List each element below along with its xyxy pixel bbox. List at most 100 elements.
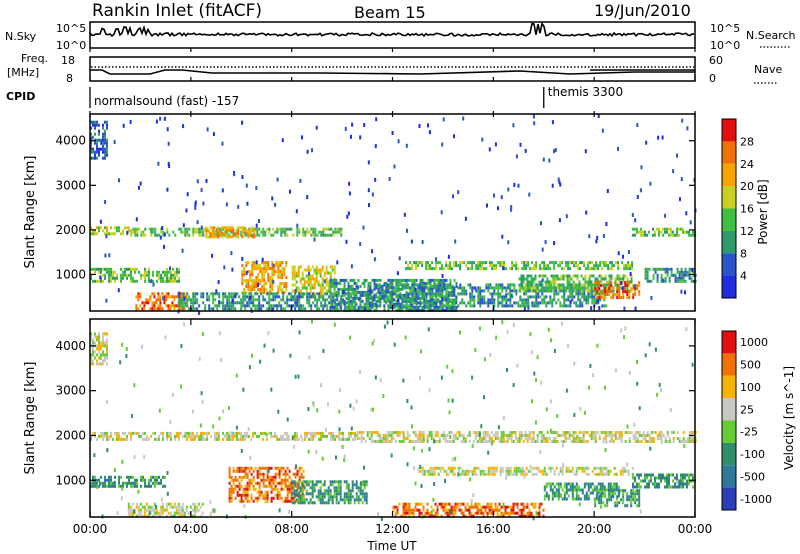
echo-cell: [102, 332, 104, 336]
echo-cell: [692, 279, 695, 283]
echo-cell: [306, 431, 308, 435]
echo-cell: [391, 295, 394, 299]
echo-cell: [259, 270, 262, 274]
echo-cell: [321, 292, 324, 296]
echo-cell: [273, 273, 276, 277]
echo-cell: [459, 292, 462, 296]
echo-cell: [303, 280, 306, 284]
echo-cell: [100, 431, 102, 435]
echo-cell: [313, 280, 316, 284]
echo-cell: [594, 287, 597, 291]
echo-cell: [377, 283, 380, 287]
echo-cell: [298, 298, 301, 302]
echo-cell: [347, 483, 350, 487]
echo-cell: [215, 235, 218, 239]
echo-cell: [547, 301, 550, 305]
echo-cell: [469, 283, 472, 287]
echo-cell: [319, 498, 322, 502]
echo-cell: [210, 307, 213, 311]
echo-cell: [614, 277, 617, 281]
echo-cell: [414, 440, 417, 443]
echo-cell: [403, 283, 406, 287]
echo-cell: [196, 434, 198, 438]
echo-cell: [350, 134, 352, 139]
echo-cell: [221, 141, 224, 146]
echo-cell: [341, 299, 344, 303]
echo-cell: [600, 431, 603, 434]
echo-cell: [193, 502, 196, 506]
echo-cell: [634, 287, 637, 291]
echo-cell: [90, 481, 92, 485]
echo-cell: [479, 295, 482, 299]
echo-cell: [517, 267, 520, 271]
echo-cell: [171, 514, 174, 518]
echo-cell: [508, 431, 511, 434]
echo-cell: [264, 230, 267, 234]
echo-cell: [274, 298, 277, 302]
echo-cell: [329, 483, 332, 487]
echo-cell: [151, 514, 154, 518]
echo-cell: [161, 511, 164, 515]
echo-cell: [518, 437, 521, 440]
echo-cell: [126, 267, 128, 271]
echo-cell: [560, 440, 563, 443]
echo-cell: [307, 268, 310, 272]
echo-cell: [263, 267, 266, 271]
echo-cell: [601, 261, 604, 265]
echo-cell: [399, 287, 402, 291]
echo-cell: [290, 490, 293, 494]
echo-cell: [343, 284, 346, 288]
echo-cell: [255, 186, 258, 190]
echo-cell: [433, 305, 436, 309]
echo-cell: [177, 505, 180, 509]
echo-cell: [228, 466, 231, 470]
echo-cell: [374, 431, 377, 434]
echo-cell: [415, 264, 418, 268]
echo-cell: [499, 283, 502, 287]
echo-cell: [283, 285, 286, 289]
echo-cell: [127, 514, 130, 518]
echo-cell: [232, 434, 234, 438]
echo-cell: [511, 267, 514, 271]
echo-cell: [284, 233, 287, 237]
echo-cell: [465, 304, 468, 308]
echo-cell: [328, 295, 331, 299]
echo-cell: [494, 505, 497, 509]
echo-cell: [269, 279, 272, 283]
echo-cell: [280, 437, 282, 441]
echo-cell: [462, 434, 465, 437]
echo-cell: [266, 301, 269, 305]
echo-cell: [464, 505, 467, 509]
echo-cell: [165, 508, 168, 512]
echo-cell: [503, 286, 506, 290]
echo-cell: [276, 487, 279, 491]
echo-cell: [595, 264, 598, 268]
echo-cell: [350, 434, 352, 438]
echo-cell: [434, 514, 437, 518]
echo-cell: [670, 267, 673, 271]
echo-cell: [312, 431, 314, 435]
echo-cell: [477, 289, 480, 293]
echo-cell: [92, 135, 94, 139]
echo-cell: [337, 281, 340, 285]
echo-cell: [96, 347, 98, 351]
echo-cell: [430, 514, 433, 518]
echo-cell: [676, 267, 679, 271]
echo-cell: [628, 281, 631, 285]
echo-cell: [365, 498, 368, 502]
echo-cell: [640, 230, 642, 234]
echo-cell: [552, 280, 555, 284]
echo-cell: [212, 307, 215, 311]
echo-cell: [282, 298, 285, 302]
echo-cell: [256, 481, 259, 485]
echo-cell: [202, 431, 204, 435]
echo-cell: [500, 514, 503, 518]
echo-cell: [475, 264, 478, 268]
echo-cell: [98, 362, 100, 366]
echo-cell: [666, 267, 669, 271]
echo-cell: [644, 233, 646, 237]
echo-cell: [303, 277, 306, 281]
echo-cell: [245, 261, 248, 265]
echo-cell: [339, 492, 342, 496]
echo-cell: [421, 469, 424, 473]
